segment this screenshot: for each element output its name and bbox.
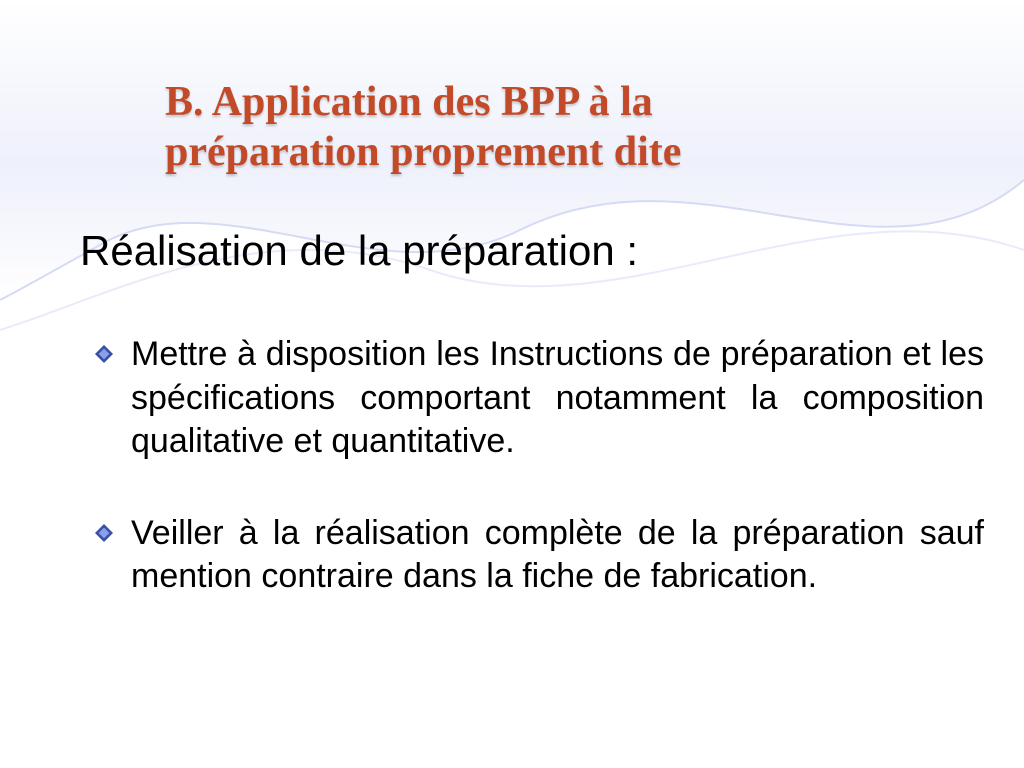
list-item: Mettre à disposition les Instructions de… (95, 333, 984, 464)
diamond-bullet-icon (95, 524, 113, 542)
bullet-text: Mettre à disposition les Instructions de… (131, 333, 984, 464)
bullet-text: Veiller à la réalisation complète de la … (131, 512, 984, 599)
diamond-bullet-icon (95, 345, 113, 363)
bullet-list: Mettre à disposition les Instructions de… (95, 333, 984, 599)
slide-content: B. Application des BPP à la préparation … (0, 0, 1024, 768)
slide-title: B. Application des BPP à la préparation … (165, 78, 885, 177)
title-line-1: B. Application des BPP à la (165, 78, 885, 128)
slide-subheading: Réalisation de la préparation : (80, 227, 1024, 275)
list-item: Veiller à la réalisation complète de la … (95, 512, 984, 599)
title-line-2: préparation proprement dite (165, 128, 885, 178)
